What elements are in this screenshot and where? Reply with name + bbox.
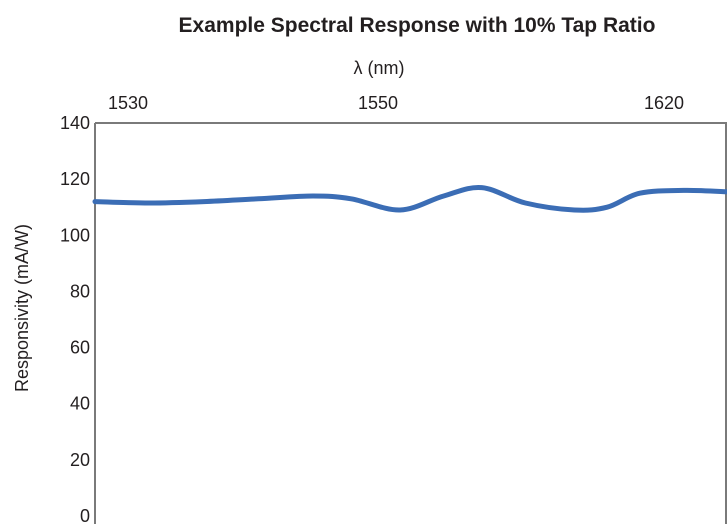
x-tick-labels: 1530 1550 1620 bbox=[108, 93, 684, 113]
y-tick-label-120: 120 bbox=[60, 169, 90, 189]
series-layer bbox=[92, 184, 727, 213]
y-tick-label-60: 60 bbox=[70, 338, 90, 358]
y-tick-label-80: 80 bbox=[70, 281, 90, 301]
y-tick-label-20: 20 bbox=[70, 450, 90, 470]
x-axis-label: λ (nm) bbox=[354, 58, 405, 78]
series-line-0 bbox=[92, 184, 727, 213]
x-tick-label-1530: 1530 bbox=[108, 93, 148, 113]
x-tick-label-1620: 1620 bbox=[644, 93, 684, 113]
chart-title: Example Spectral Response with 10% Tap R… bbox=[179, 14, 656, 37]
y-tick-label-0: 0 bbox=[80, 506, 90, 524]
y-tick-label-140: 140 bbox=[60, 113, 90, 133]
y-tick-labels: 0 20 40 60 80 100 120 140 bbox=[60, 113, 90, 524]
plot-frame bbox=[94, 122, 727, 524]
y-axis-label: Responsivity (mA/W) bbox=[12, 224, 32, 392]
x-tick-label-1550: 1550 bbox=[358, 93, 398, 113]
y-tick-label-100: 100 bbox=[60, 225, 90, 245]
y-tick-label-40: 40 bbox=[70, 394, 90, 414]
